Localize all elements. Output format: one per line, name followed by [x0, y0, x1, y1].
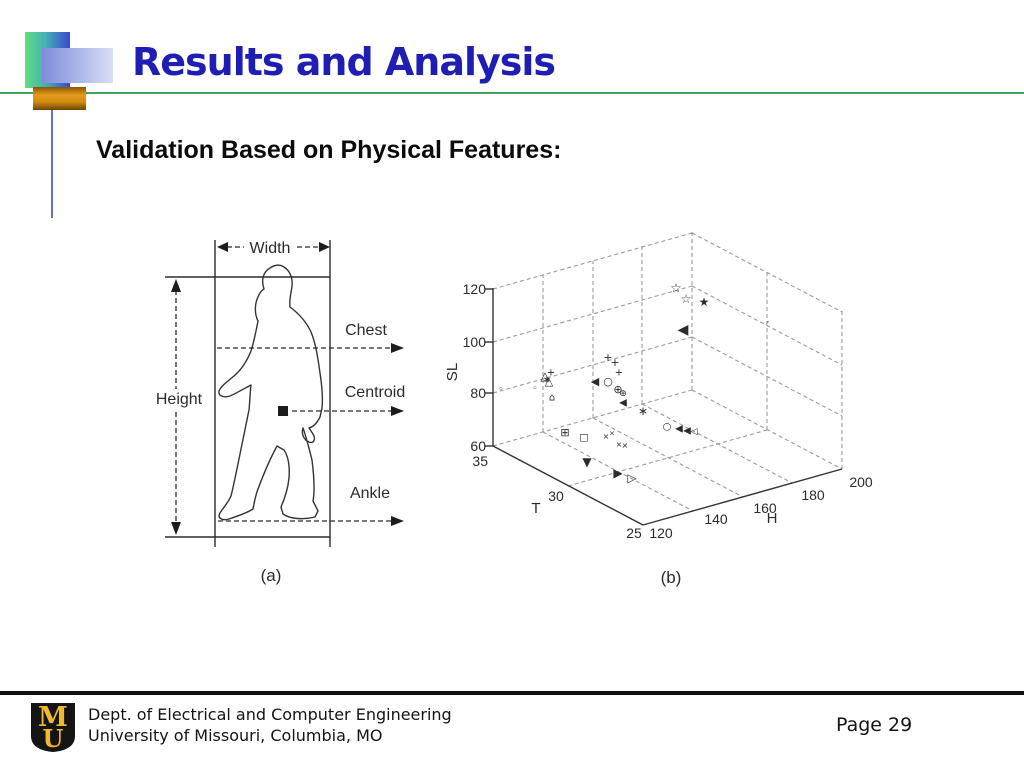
marker-cross: × — [616, 440, 623, 449]
grid-dashed-lines — [492, 232, 843, 512]
t-tick-35: 35 — [472, 453, 488, 469]
marker-triangle-up: △ — [545, 375, 554, 388]
slide-title: Results and Analysis — [132, 40, 556, 84]
marker-circle-plus: ⊕ — [619, 389, 627, 399]
marker-star-filled: ★ — [699, 295, 710, 309]
sl-tick-80: 80 — [470, 385, 486, 401]
marker-circle-small: ◦ — [532, 384, 537, 394]
label-width: Width — [250, 240, 291, 257]
measure-dashed-lines — [175, 246, 391, 523]
person-silhouette — [218, 264, 324, 521]
marker-circle-plus: ⊕ — [613, 383, 622, 396]
marker-star-open: ☆ — [681, 292, 692, 306]
h-tick-200: 200 — [849, 474, 873, 490]
sl-axis-label: SL — [444, 363, 461, 381]
figure-b-caption: (b) — [661, 568, 682, 587]
slide-subtitle: Validation Based on Physical Features: — [96, 136, 562, 164]
footer-dept-line: Dept. of Electrical and Computer Enginee… — [88, 705, 452, 724]
marker-triangle-left-filled: ◀ — [591, 375, 600, 388]
arrowheads — [171, 242, 404, 535]
marker-triangle-right-open: ▷ — [627, 471, 637, 485]
marker-triangle-up: △ — [540, 369, 550, 383]
marker-dot: · — [766, 318, 769, 329]
bounding-box-lines — [165, 240, 331, 547]
marker-pentagon: ⌂ — [549, 393, 555, 404]
marker-plus: + — [610, 356, 619, 369]
marker-circle: ○ — [663, 422, 672, 433]
mu-letter-m: M — [38, 702, 68, 733]
marker-cross: × — [622, 441, 629, 450]
marker-triangle-left-filled: ◀ — [619, 398, 627, 409]
t-tick-30: 30 — [548, 488, 564, 504]
figure-a-body-diagram: Width Height Chest Centroid Ankle (a) — [156, 240, 405, 585]
sl-tick-60: 60 — [470, 438, 486, 454]
marker-square: □ — [579, 433, 588, 444]
marker-triangle-right-filled: ▶ — [613, 466, 623, 480]
h-tick-180: 180 — [801, 487, 825, 503]
marker-asterisk: ∗ — [543, 375, 551, 386]
marker-plus: + — [547, 368, 555, 379]
centroid-marker — [278, 406, 288, 416]
marker-triangle-left-filled: ◀ — [683, 426, 691, 437]
mu-logo: M U — [31, 702, 75, 753]
h-tick-160: 160 — [753, 500, 777, 516]
marker-cross: × — [603, 432, 610, 441]
label-centroid: Centroid — [345, 384, 405, 401]
marker-plus: + — [603, 351, 612, 364]
label-ankle: Ankle — [350, 485, 390, 502]
marker-cross: × — [609, 429, 615, 437]
footer-affiliation: Dept. of Electrical and Computer Enginee… — [88, 704, 452, 746]
sl-tick-100: 100 — [463, 334, 487, 350]
h-tick-120: 120 — [649, 525, 673, 541]
scatter-points: ☆☆ ★◀ ·△△∗+◦ ◦⌂+++◀ ○⊕⊕◀∗○ ◀ ◀ ◁⊞ □ × ×× ×▼▶ ▷ — [498, 282, 769, 486]
sl-tick-120: 120 — [463, 281, 487, 297]
marker-triangle-left-open: ◁ — [691, 427, 698, 437]
page-number: Page 29 — [836, 714, 913, 736]
logo-square-lightblue — [42, 48, 113, 83]
marker-triangle-left-filled: ◀ — [675, 424, 683, 435]
mu-letter-u: U — [43, 724, 64, 753]
label-chest: Chest — [345, 322, 387, 339]
footer-university-line: University of Missouri, Columbia, MO — [88, 726, 383, 745]
marker-circle-small: ◦ — [498, 385, 503, 395]
footer-divider-bar — [0, 691, 1024, 695]
t-tick-25: 25 — [626, 525, 642, 541]
mu-shield — [31, 703, 75, 752]
header-rule-line — [0, 92, 1024, 94]
label-height: Height — [156, 391, 203, 408]
marker-asterisk: ∗ — [638, 404, 648, 418]
t-axis-label: T — [531, 500, 540, 517]
marker-triangle-down-filled: ▼ — [582, 455, 592, 469]
marker-triangle-left-filled: ◀ — [678, 322, 689, 338]
logo-vertical-line — [51, 110, 53, 218]
h-axis-label: H — [767, 510, 778, 527]
marker-plus: + — [615, 368, 623, 379]
marker-circle: ○ — [603, 375, 613, 388]
marker-square-grid: ⊞ — [560, 426, 569, 439]
marker-star-open: ☆ — [670, 282, 682, 297]
figure-b-3d-scatter: 120 100 80 60 35 30 25 T 120 140 160 180… — [444, 232, 873, 587]
logo-square-orange — [33, 87, 86, 110]
figure-a-caption: (a) — [261, 566, 282, 585]
axes-lines — [485, 288, 843, 526]
h-tick-140: 140 — [704, 511, 728, 527]
